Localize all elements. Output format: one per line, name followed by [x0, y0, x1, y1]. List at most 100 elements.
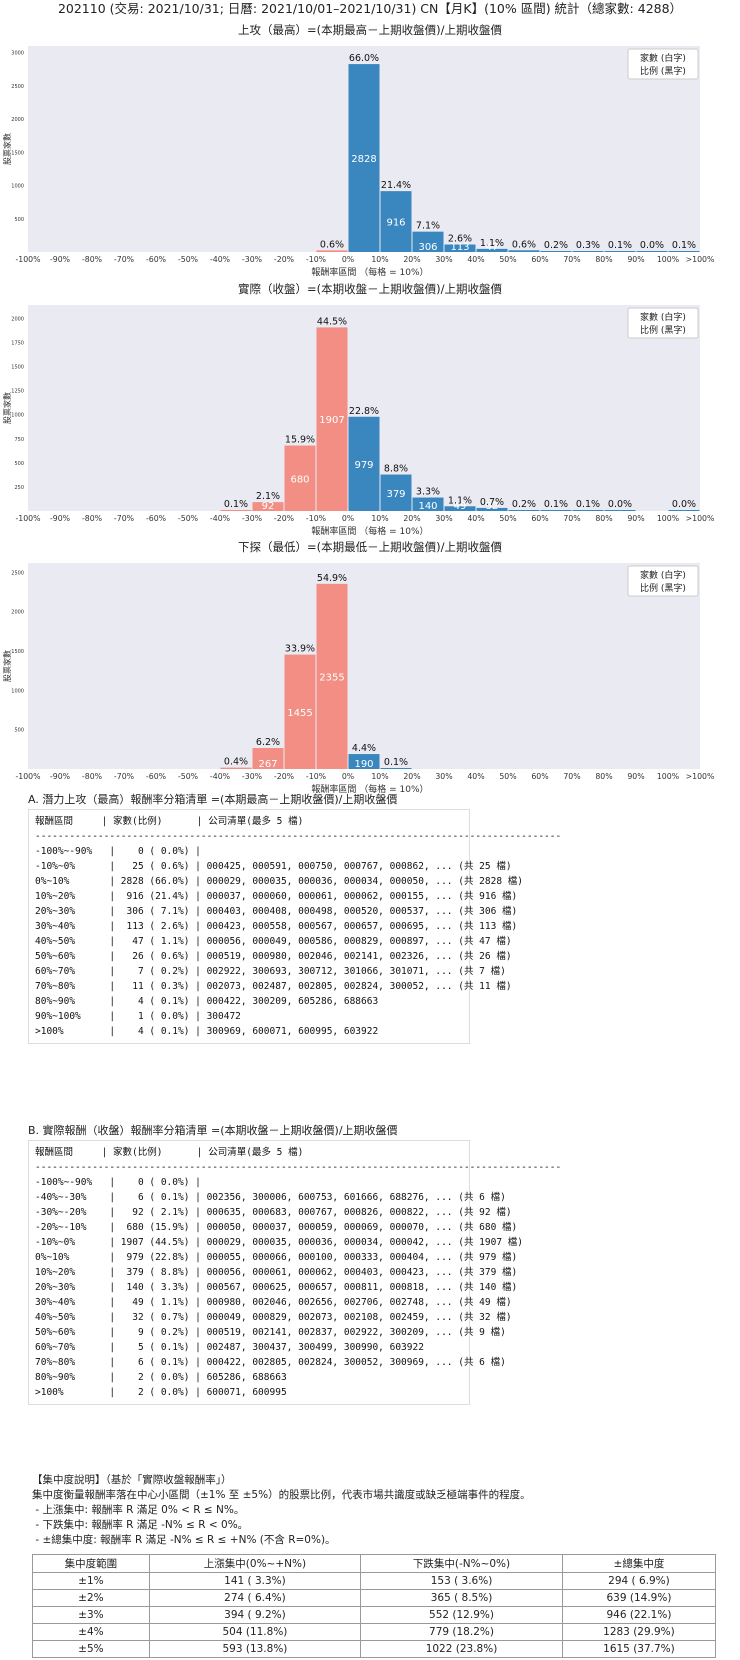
x-tick-label: 100%: [657, 514, 679, 523]
concentration-section: 【集中度說明】（基於「實際收盤報酬率」） 集中度衡量報酬率落在中心小區間（±1%…: [32, 1473, 717, 1658]
x-tick-label: -60%: [146, 514, 166, 523]
listing-row: 80%~90% | 4 ( 0.1%) | 000422, 300209, 60…: [35, 996, 379, 1007]
bar-percent-label: 15.9%: [285, 435, 315, 446]
bar-percent-label: 3.3%: [416, 487, 440, 498]
bar: [252, 748, 284, 769]
bar-percent-label: 0.2%: [544, 240, 568, 251]
listing-row: -100%~-90% | 0 ( 0.0%) |: [35, 846, 201, 857]
bar-count-label: 32: [486, 501, 499, 512]
x-tick-label: -50%: [178, 514, 198, 523]
listing-b-divider: ----------------------------------------…: [35, 1162, 562, 1173]
plot-area: [28, 563, 700, 769]
x-tick-label: 100%: [657, 772, 679, 781]
bar: [412, 231, 444, 252]
table-cell: 153 ( 3.6%): [360, 1572, 563, 1590]
bar-count-label: 2828: [351, 154, 376, 165]
concentration-table: 集中度範圍 上漲集中(0%~+N%) 下跌集中(-N%~0%) ±總集中度 ±1…: [32, 1554, 717, 1658]
concentration-bullet: - 下跌集中: 報酬率 R 滿足 -N% ≤ R < 0%。: [32, 1519, 249, 1531]
bar: [220, 510, 252, 511]
bar-percent-label: 0.1%: [384, 757, 408, 768]
listing-row: -100%~-90% | 0 ( 0.0%) |: [35, 1177, 201, 1188]
bar-percent-label: 2.1%: [256, 491, 280, 502]
x-tick-label: 70%: [563, 772, 580, 781]
bar: [636, 251, 668, 252]
table-cell: 504 (11.8%): [148, 1623, 362, 1641]
listing-a-rows: -100%~-90% | 0 ( 0.0%) | -10%~0% | 25 ( 0…: [35, 844, 523, 1039]
y-tick-label: 2000: [11, 117, 24, 123]
bar-count-label: 92: [262, 501, 275, 512]
listing-b-rows: -100%~-90% | 0 ( 0.0%) | -40%~-30% | 6 ( …: [35, 1175, 523, 1400]
x-tick-label: 80%: [595, 772, 612, 781]
x-tick-label: 50%: [499, 514, 516, 523]
bar-percent-label: 0.1%: [576, 499, 600, 510]
x-tick-label: -90%: [50, 514, 70, 523]
x-tick-label: -30%: [242, 772, 262, 781]
page-title: 202110 (交易: 2021/10/31; 日曆: 2021/10/01–2…: [57, 1, 683, 16]
legend-entry: 比例 (黑字): [640, 324, 686, 336]
concentration-bullet: - ±總集中度: 報酬率 R 滿足 -N% ≤ R ≤ +N% (不含 R=0%…: [32, 1534, 336, 1546]
bar-percent-label: 8.8%: [384, 464, 408, 475]
bar: [476, 248, 508, 252]
listing-b-title: B. 實際報酬（收盤）報酬率分箱清單 =(本期收盤－上期收盤價)/上期收盤價: [28, 1124, 398, 1137]
x-tick-label: 0%: [342, 772, 354, 781]
bar-count-label: 306: [418, 242, 437, 253]
bar-count-label: 1455: [287, 708, 312, 719]
legend-entry: 家數 (白字): [640, 311, 686, 323]
bar-count-label: 267: [258, 759, 277, 770]
listing-row: -40%~-30% | 6 ( 0.1%) | 002356, 300006, …: [35, 1192, 506, 1203]
y-tick-label: 1750: [11, 341, 24, 347]
bar-count-label: 190: [354, 759, 373, 770]
x-tick-label: -10%: [306, 255, 326, 264]
y-axis-label: 股票家數: [2, 392, 12, 424]
chart-title: 上攻（最高）=(本期最高－上期收盤價)/上期收盤價: [238, 23, 502, 37]
bar: [668, 510, 700, 511]
table-cell: ±4%: [32, 1623, 150, 1641]
bar: [316, 250, 348, 252]
x-axis-label: 報酬率區間 （每格 = 10%）: [311, 525, 428, 537]
chart-high: 上攻（最高）=(本期最高－上期收盤價)/上期收盤價 500 1000 1500 2000…: [0, 18, 740, 278]
listing-row: 40%~50% | 32 ( 0.7%) | 000049, 000829, 0…: [35, 1312, 512, 1323]
x-tick-label: -80%: [82, 514, 102, 523]
bar-percent-label: 0.1%: [672, 240, 696, 251]
listing-row: 50%~60% | 9 ( 0.2%) | 000519, 002141, 00…: [35, 1327, 506, 1338]
table-cell: 1283 (29.9%): [561, 1623, 717, 1641]
x-tick-label: -30%: [242, 514, 262, 523]
listing-row: 60%~70% | 5 ( 0.1%) | 002487, 300437, 30…: [35, 1342, 424, 1353]
x-tick-label: -10%: [306, 514, 326, 523]
concentration-heading: 【集中度說明】（基於「實際收盤報酬率」）: [32, 1474, 232, 1486]
bar: [380, 191, 412, 252]
bar: [348, 754, 380, 769]
listing-row: -30%~-20% | 92 ( 2.1%) | 000635, 000683,…: [35, 1207, 512, 1218]
bar: [284, 445, 316, 511]
bar: [572, 510, 604, 511]
x-tick-label: -70%: [114, 514, 134, 523]
bar-count-label: 49: [454, 501, 467, 512]
table-cell: 593 (13.8%): [148, 1640, 362, 1658]
x-tick-label: 40%: [467, 514, 484, 523]
table-cell: 639 (14.9%): [561, 1589, 717, 1607]
x-tick-label: 80%: [595, 255, 612, 264]
y-tick-label: 500: [14, 728, 24, 734]
x-tick-label: -50%: [178, 255, 198, 264]
bar-percent-label: 0.6%: [512, 239, 536, 250]
bar: [284, 654, 316, 769]
bar: [348, 64, 380, 252]
x-tick-label: -20%: [274, 514, 294, 523]
table-row: ±4% 504 (11.8%) 779 (18.2%) 1283 (29.9%): [32, 1623, 717, 1641]
bar-count-label: 47: [486, 242, 499, 253]
bar-percent-label: 0.1%: [224, 499, 248, 510]
x-tick-label: 100%: [657, 255, 679, 264]
bar-percent-label: 0.6%: [320, 239, 344, 250]
listing-row: >100% | 2 ( 0.0%) | 600071, 600995: [35, 1387, 287, 1398]
bar-count-label: 1907: [319, 415, 344, 426]
y-tick-label: 1500: [11, 150, 24, 156]
bar: [540, 251, 572, 252]
y-tick-label: 1000: [11, 413, 24, 419]
chart-title: 實際（收盤）=(本期收盤－上期收盤價)/上期收盤價: [238, 282, 502, 296]
table-cell: ±3%: [32, 1606, 150, 1624]
bar: [252, 502, 284, 511]
bar-percent-label: 7.1%: [416, 221, 440, 232]
listing-row: -10%~0% | 1907 (44.5%) | 000029, 000035,…: [35, 1237, 523, 1248]
listing-row: 90%~100% | 1 ( 0.0%) | 300472: [35, 1011, 241, 1022]
bar: [604, 510, 636, 511]
